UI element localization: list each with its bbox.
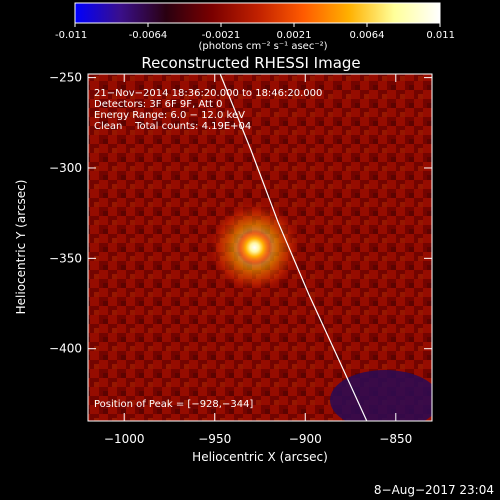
info-line-time: 21−Nov−2014 18:36:20.000 to 18:46:20.000	[94, 88, 322, 99]
solar-limb-curve	[219, 74, 368, 421]
x-tick-label: −950	[198, 432, 231, 446]
colorbar-tick-label: 0.011	[426, 30, 455, 41]
dark-region	[330, 370, 432, 421]
colorbar-tick-label: -0.0064	[129, 30, 168, 41]
info-line-energy: Energy Range: 6.0 − 12.0 keV	[94, 110, 245, 121]
x-axis-label: Heliocentric X (arcsec)	[192, 450, 328, 464]
peak-position-label: Position of Peak = [−928,−344]	[94, 399, 253, 410]
colorbar-tick-label: 0.0021	[277, 30, 312, 41]
plot-frame	[87, 73, 433, 422]
peak-glow	[236, 229, 273, 266]
colorbar-unit-label: (photons cm⁻² s⁻¹ asec⁻²)	[198, 41, 327, 52]
colorbar-tick-label: 0.0064	[350, 30, 385, 41]
colorbar-gradient	[74, 2, 441, 24]
y-tick-label: −400	[49, 342, 82, 356]
y-axis-label: Heliocentric Y (arcsec)	[14, 180, 28, 315]
colorbar-tick-label: -0.011	[55, 30, 87, 41]
x-tick-label: −900	[289, 432, 322, 446]
colorbar: -0.011 -0.0064 -0.0021 0.0021 0.0064 0.011 (p…	[55, 2, 455, 52]
x-axis: −1000 −950 −900 −850	[104, 74, 412, 446]
x-tick-label: −850	[379, 432, 412, 446]
info-text: 21−Nov−2014 18:36:20.000 to 18:46:20.000…	[94, 88, 322, 132]
chart-title: Reconstructed RHESSI Image	[141, 54, 360, 72]
plot-area	[88, 74, 432, 421]
info-line-detectors: Detectors: 3F 6F 9F, Att 0	[94, 99, 222, 110]
x-tick-label: −1000	[104, 432, 145, 446]
y-tick-label: −300	[49, 161, 82, 175]
y-axis: −250 −300 −350 −400	[49, 71, 432, 356]
y-tick-label: −250	[49, 71, 82, 85]
colorbar-tick-label: -0.0021	[202, 30, 241, 41]
timestamp: 8−Aug−2017 23:04	[374, 483, 494, 497]
y-tick-label: −350	[49, 251, 82, 265]
info-line-counts: Clean Total counts: 4.19E+04	[94, 121, 251, 132]
